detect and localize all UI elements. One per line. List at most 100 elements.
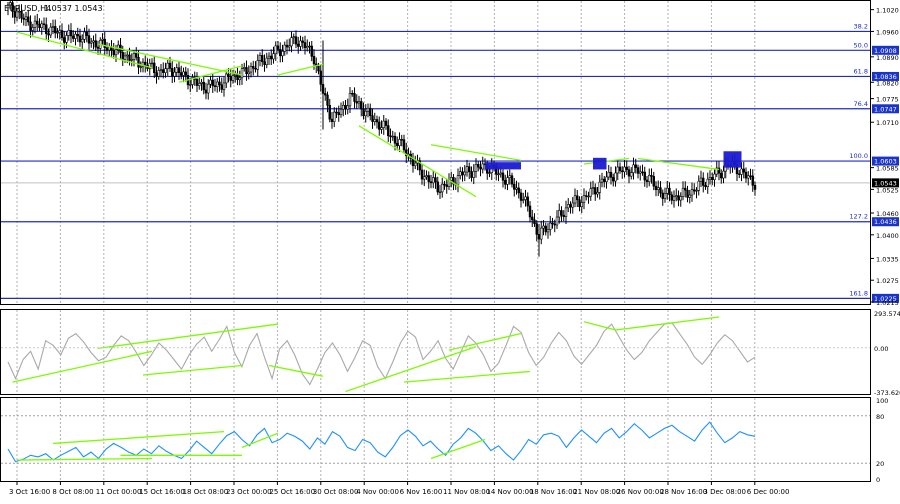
fib-price-tag-label: 1.0225 (874, 295, 897, 303)
candle-body (209, 79, 212, 85)
candle-body (562, 214, 565, 217)
candle-body (645, 179, 649, 182)
candle-body (38, 23, 41, 28)
candle-body (281, 51, 284, 57)
candle-body (328, 105, 331, 120)
candle-body (526, 196, 529, 207)
candle-body (153, 62, 156, 74)
candle-body (337, 112, 340, 116)
rsi-tick-label: 80 (876, 413, 884, 421)
candle-body (184, 71, 187, 76)
candle-body (522, 199, 525, 201)
candle-body (13, 11, 16, 18)
candle-body (47, 33, 50, 36)
candle-body (378, 121, 381, 130)
candle-body (312, 56, 316, 65)
current-price-tag (872, 178, 899, 188)
candle-body (369, 107, 372, 117)
fib-price-tag (872, 293, 899, 303)
fib-price-tag (872, 104, 899, 114)
candle-body (528, 205, 532, 218)
candle-body (353, 93, 356, 102)
candle-body (432, 177, 435, 184)
y-tick-label: 1.0585 (876, 165, 899, 173)
y-tick-label: 1.0525 (876, 186, 899, 194)
x-tick-label: 18 Oct 08:00 (183, 488, 229, 496)
candle-body (387, 125, 390, 137)
candle-body (132, 53, 136, 60)
candle-body (540, 227, 543, 240)
candle-body (234, 74, 237, 76)
trend-line (97, 43, 243, 76)
candle-body (405, 149, 408, 157)
candle-body (180, 72, 183, 76)
candle-body (81, 38, 84, 43)
candle-body (252, 66, 255, 69)
candle-body (569, 204, 572, 208)
candle-body (544, 225, 547, 233)
candle-body (137, 57, 140, 68)
fib-price-tag (872, 71, 899, 81)
candle-body (321, 84, 325, 94)
x-tick-label: 23 Oct 00:00 (226, 488, 272, 496)
candle-body (229, 76, 232, 81)
candle-body (452, 177, 455, 185)
candle-body (117, 44, 120, 50)
candle-body (481, 163, 484, 170)
candle-body (657, 187, 660, 190)
candle-body (254, 68, 257, 70)
candle-body (479, 166, 482, 170)
candle-body (443, 183, 446, 186)
candle-body (150, 62, 154, 65)
candle-body (56, 32, 59, 34)
cci-tick-label: 0.00 (874, 345, 888, 353)
candle-body (477, 164, 480, 168)
candle-body (36, 20, 39, 25)
fib-level-label: 38.2 (854, 22, 868, 30)
candle-body (681, 187, 685, 197)
candle-body (567, 204, 570, 209)
candle-body (508, 175, 511, 179)
x-tick-label: 18 Nov 16:00 (530, 488, 577, 496)
candle-body (236, 74, 239, 81)
fib-level-label: 50.0 (854, 41, 868, 49)
candle-body (148, 62, 151, 69)
candle-body (389, 135, 392, 138)
candle-body (427, 175, 430, 182)
trend-line (16, 31, 153, 69)
candle-body (582, 195, 586, 203)
candle-body (661, 192, 664, 199)
candle-body (499, 172, 502, 175)
candle-body (58, 30, 61, 33)
y-tick-label: 1.0960 (876, 28, 899, 36)
candle-body (531, 216, 534, 221)
candle-body (666, 187, 669, 194)
candle-body (513, 183, 516, 190)
candle-body (450, 177, 453, 181)
y-tick-label: 1.0275 (876, 277, 899, 285)
candle-body (366, 107, 370, 112)
candle-body (488, 172, 491, 174)
x-tick-label: 11 Nov 08:00 (443, 488, 490, 496)
candle-body (200, 81, 203, 84)
candle-body (373, 119, 376, 122)
candle-body (166, 62, 169, 69)
candle-body (319, 70, 322, 85)
candle-body (29, 21, 32, 31)
candle-body (414, 162, 417, 167)
candle-body (542, 225, 545, 229)
signal-box (485, 162, 521, 170)
candle-body (497, 173, 500, 176)
x-tick-label: 15 Oct 16:00 (139, 488, 185, 496)
y-tick-label: 1.1020 (876, 7, 899, 15)
candle-body (216, 81, 219, 87)
cci-trend-line (615, 316, 720, 331)
candle-body (261, 55, 264, 63)
candle-body (344, 104, 347, 110)
candle-body (639, 171, 642, 174)
candle-body (364, 110, 367, 117)
trend-line (430, 144, 522, 161)
candle-body (510, 175, 514, 185)
